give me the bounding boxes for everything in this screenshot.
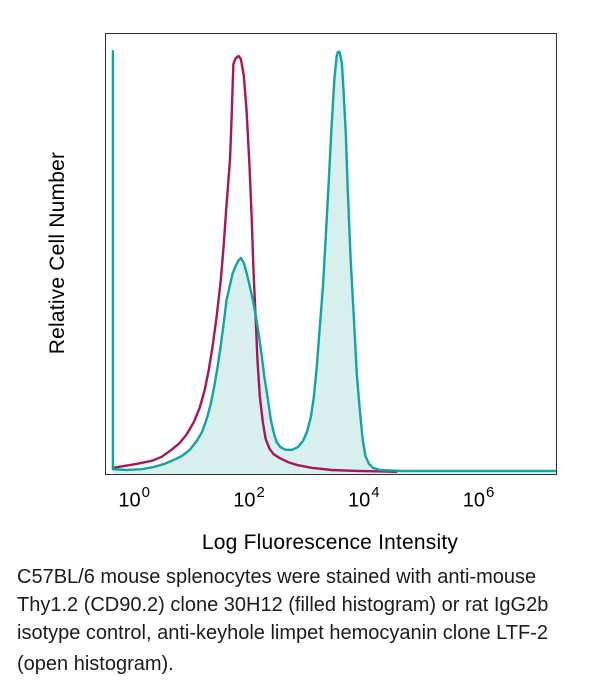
x-axis-label: Log Fluorescence Intensity	[201, 531, 459, 554]
caption-line-4: (open histogram).	[17, 653, 174, 675]
series-1-outline	[111, 50, 556, 473]
caption-line-3: isotype control, anti-keyhole limpet hem…	[17, 622, 548, 644]
histogram-plot-area	[105, 33, 557, 475]
histogram-chart-svg	[111, 50, 556, 474]
y-axis-label: Relative Cell Number	[46, 151, 69, 355]
series-0-outline	[111, 54, 398, 473]
figure-caption: C57BL/6 mouse splenocytes were stained w…	[17, 563, 595, 678]
x-axis-tick-labels: 100 102 104 106	[105, 484, 555, 520]
x-tick-label-10e2: 102	[233, 484, 265, 512]
caption-line-1: C57BL/6 mouse splenocytes were stained w…	[17, 566, 537, 588]
caption-line-2: Thy1.2 (CD90.2) clone 30H12 (filled hist…	[17, 594, 549, 616]
series-1-fill	[112, 51, 556, 474]
x-tick-label-10e4: 104	[348, 484, 380, 512]
x-tick-label-10e0: 100	[118, 484, 150, 512]
x-tick-label-10e6: 106	[462, 484, 495, 512]
